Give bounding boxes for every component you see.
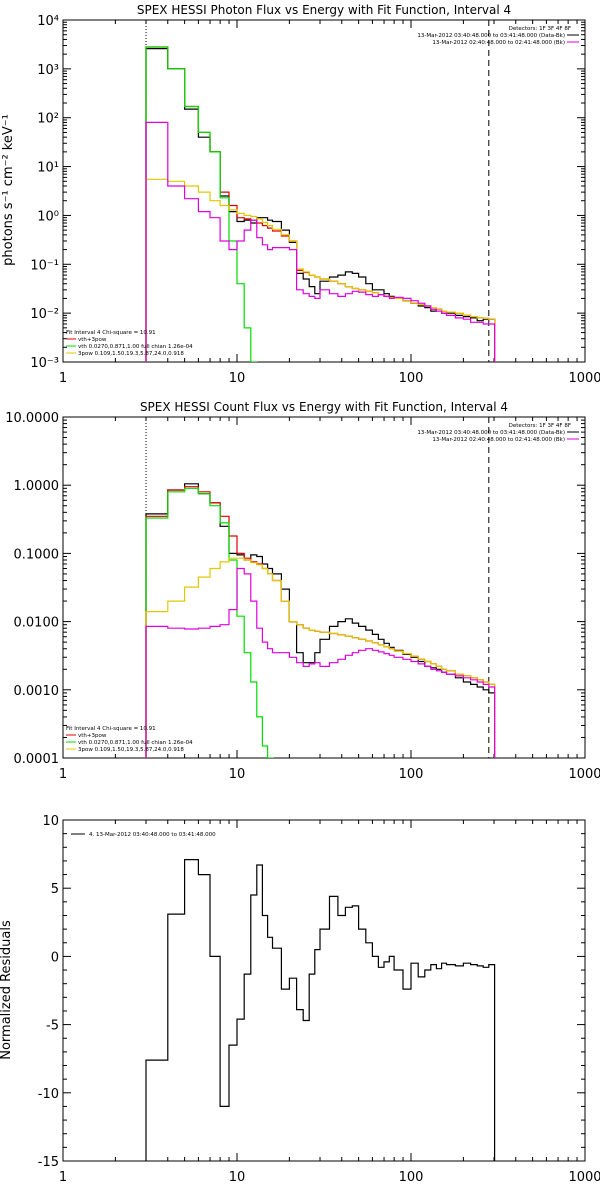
y-tick-label: 0 xyxy=(51,950,59,965)
series-group xyxy=(145,483,496,758)
header-legend-text: 13-Mar-2012 03:40:48.000 to 03:41:48.000… xyxy=(417,33,565,39)
fit-legend-text: vth 0.0270,0.871,1.00 full chian 1.26e-0… xyxy=(78,740,193,746)
y-tick-label: 10.0000 xyxy=(5,411,59,426)
y-tick-label: 10⁰ xyxy=(37,209,59,224)
fit-legend-text: Fit Interval 4 Chi-square = 10.91 xyxy=(66,726,156,732)
fit-legend-text: 3pow 0.109,1.50,19.3,5.87,24.0,0.918 xyxy=(78,747,184,753)
y-tick-label: 10⁻¹ xyxy=(30,258,59,273)
x-tick-label: 1000 xyxy=(568,371,600,386)
x-tick-label: 1 xyxy=(59,1170,67,1185)
y-tick-label: 10² xyxy=(37,112,59,127)
y-tick-label: -10 xyxy=(38,1087,59,1102)
fit-legend-text: vth 0.0270,0.871,1.00 full chian 1.26e-0… xyxy=(78,344,193,350)
y-tick-label: 10¹ xyxy=(37,161,59,176)
y-tick-label: 0.0100 xyxy=(14,616,60,631)
series-0-line xyxy=(145,859,496,1161)
y-tick-label: 10³ xyxy=(37,63,59,78)
series-group xyxy=(145,859,496,1161)
y-tick-label: 10⁴ xyxy=(37,14,59,29)
series-1-line xyxy=(145,486,496,758)
residual-legend-text: 4. 13-Mar-2012 03:40:48.000 to 03:41:48.… xyxy=(89,832,216,838)
header-legend-text: 13-Mar-2012 02:40:48.000 to 02:41:48.000… xyxy=(432,40,565,46)
series-2-line xyxy=(145,487,275,758)
fit-legend-text: 3pow 0.109,1.50,19.3,5.87,24.0,0.918 xyxy=(78,351,184,357)
series-0-line xyxy=(145,483,496,758)
fit-legend-text: vth+3pow xyxy=(78,733,107,739)
x-tick-label: 1000 xyxy=(568,767,600,782)
x-tick-label: 10 xyxy=(229,767,246,782)
series-4-line xyxy=(145,121,496,362)
series-group xyxy=(145,46,496,362)
x-tick-label: 10 xyxy=(229,1170,246,1185)
x-tick-label: 100 xyxy=(399,767,424,782)
x-tick-label: 100 xyxy=(399,1170,424,1185)
x-tick-label: 1 xyxy=(59,371,67,386)
fit-legend-text: vth+3pow xyxy=(78,337,107,343)
header-legend-text: Detectors: 1F 3F 4F 8F xyxy=(509,423,571,429)
series-3-line xyxy=(145,178,496,362)
y-tick-label: 10⁻² xyxy=(30,307,59,322)
chart-panel-3: Normalized Residuals 1 10 100 1000 -15 -10 -5 0 5… xyxy=(0,814,600,1185)
chart-title: SPEX HESSI Count Flux vs Energy with Fit… xyxy=(140,400,508,414)
plot-frame xyxy=(62,416,586,759)
plot-frame xyxy=(62,819,586,1162)
y-axis-label: Normalized Residuals xyxy=(0,920,14,1060)
fit-legend-text: Fit Interval 4 Chi-square = 10.91 xyxy=(66,330,156,336)
x-tick-label: 1 xyxy=(59,767,67,782)
x-tick-label: 100 xyxy=(399,371,424,386)
y-tick-label: 5 xyxy=(51,882,59,897)
y-axis-label: photons s⁻¹ cm⁻² keV⁻¹ xyxy=(1,114,16,266)
y-tick-label: 10⁻³ xyxy=(30,356,59,371)
series-4-line xyxy=(145,567,496,758)
chart-panel-1: SPEX HESSI Photon Flux vs Energy with Fi… xyxy=(1,3,600,386)
y-tick-label: -15 xyxy=(38,1155,59,1170)
series-3-line xyxy=(145,557,496,758)
x-tick-label: 10 xyxy=(229,371,246,386)
plot-frame xyxy=(62,19,586,363)
y-tick-label: 0.1000 xyxy=(14,547,60,562)
header-legend-text: 13-Mar-2012 03:40:48.000 to 03:41:48.000… xyxy=(417,430,565,436)
y-tick-label: 10 xyxy=(42,814,59,829)
y-tick-label: 0.0010 xyxy=(14,684,60,699)
y-tick-label: 1.0000 xyxy=(14,479,60,494)
chart-title: SPEX HESSI Photon Flux vs Energy with Fi… xyxy=(137,3,511,17)
x-tick-label: 1000 xyxy=(568,1170,600,1185)
chart-panel-2: SPEX HESSI Count Flux vs Energy with Fit… xyxy=(5,400,600,782)
y-tick-label: 0.0001 xyxy=(14,752,60,767)
header-legend-text: 13-Mar-2012 02:40:48.000 to 02:41:48.000… xyxy=(432,437,565,443)
header-legend-text: Detectors: 1F 3F 4F 8F xyxy=(509,26,571,32)
series-2-line xyxy=(145,46,258,362)
y-tick-label: -5 xyxy=(46,1019,59,1034)
